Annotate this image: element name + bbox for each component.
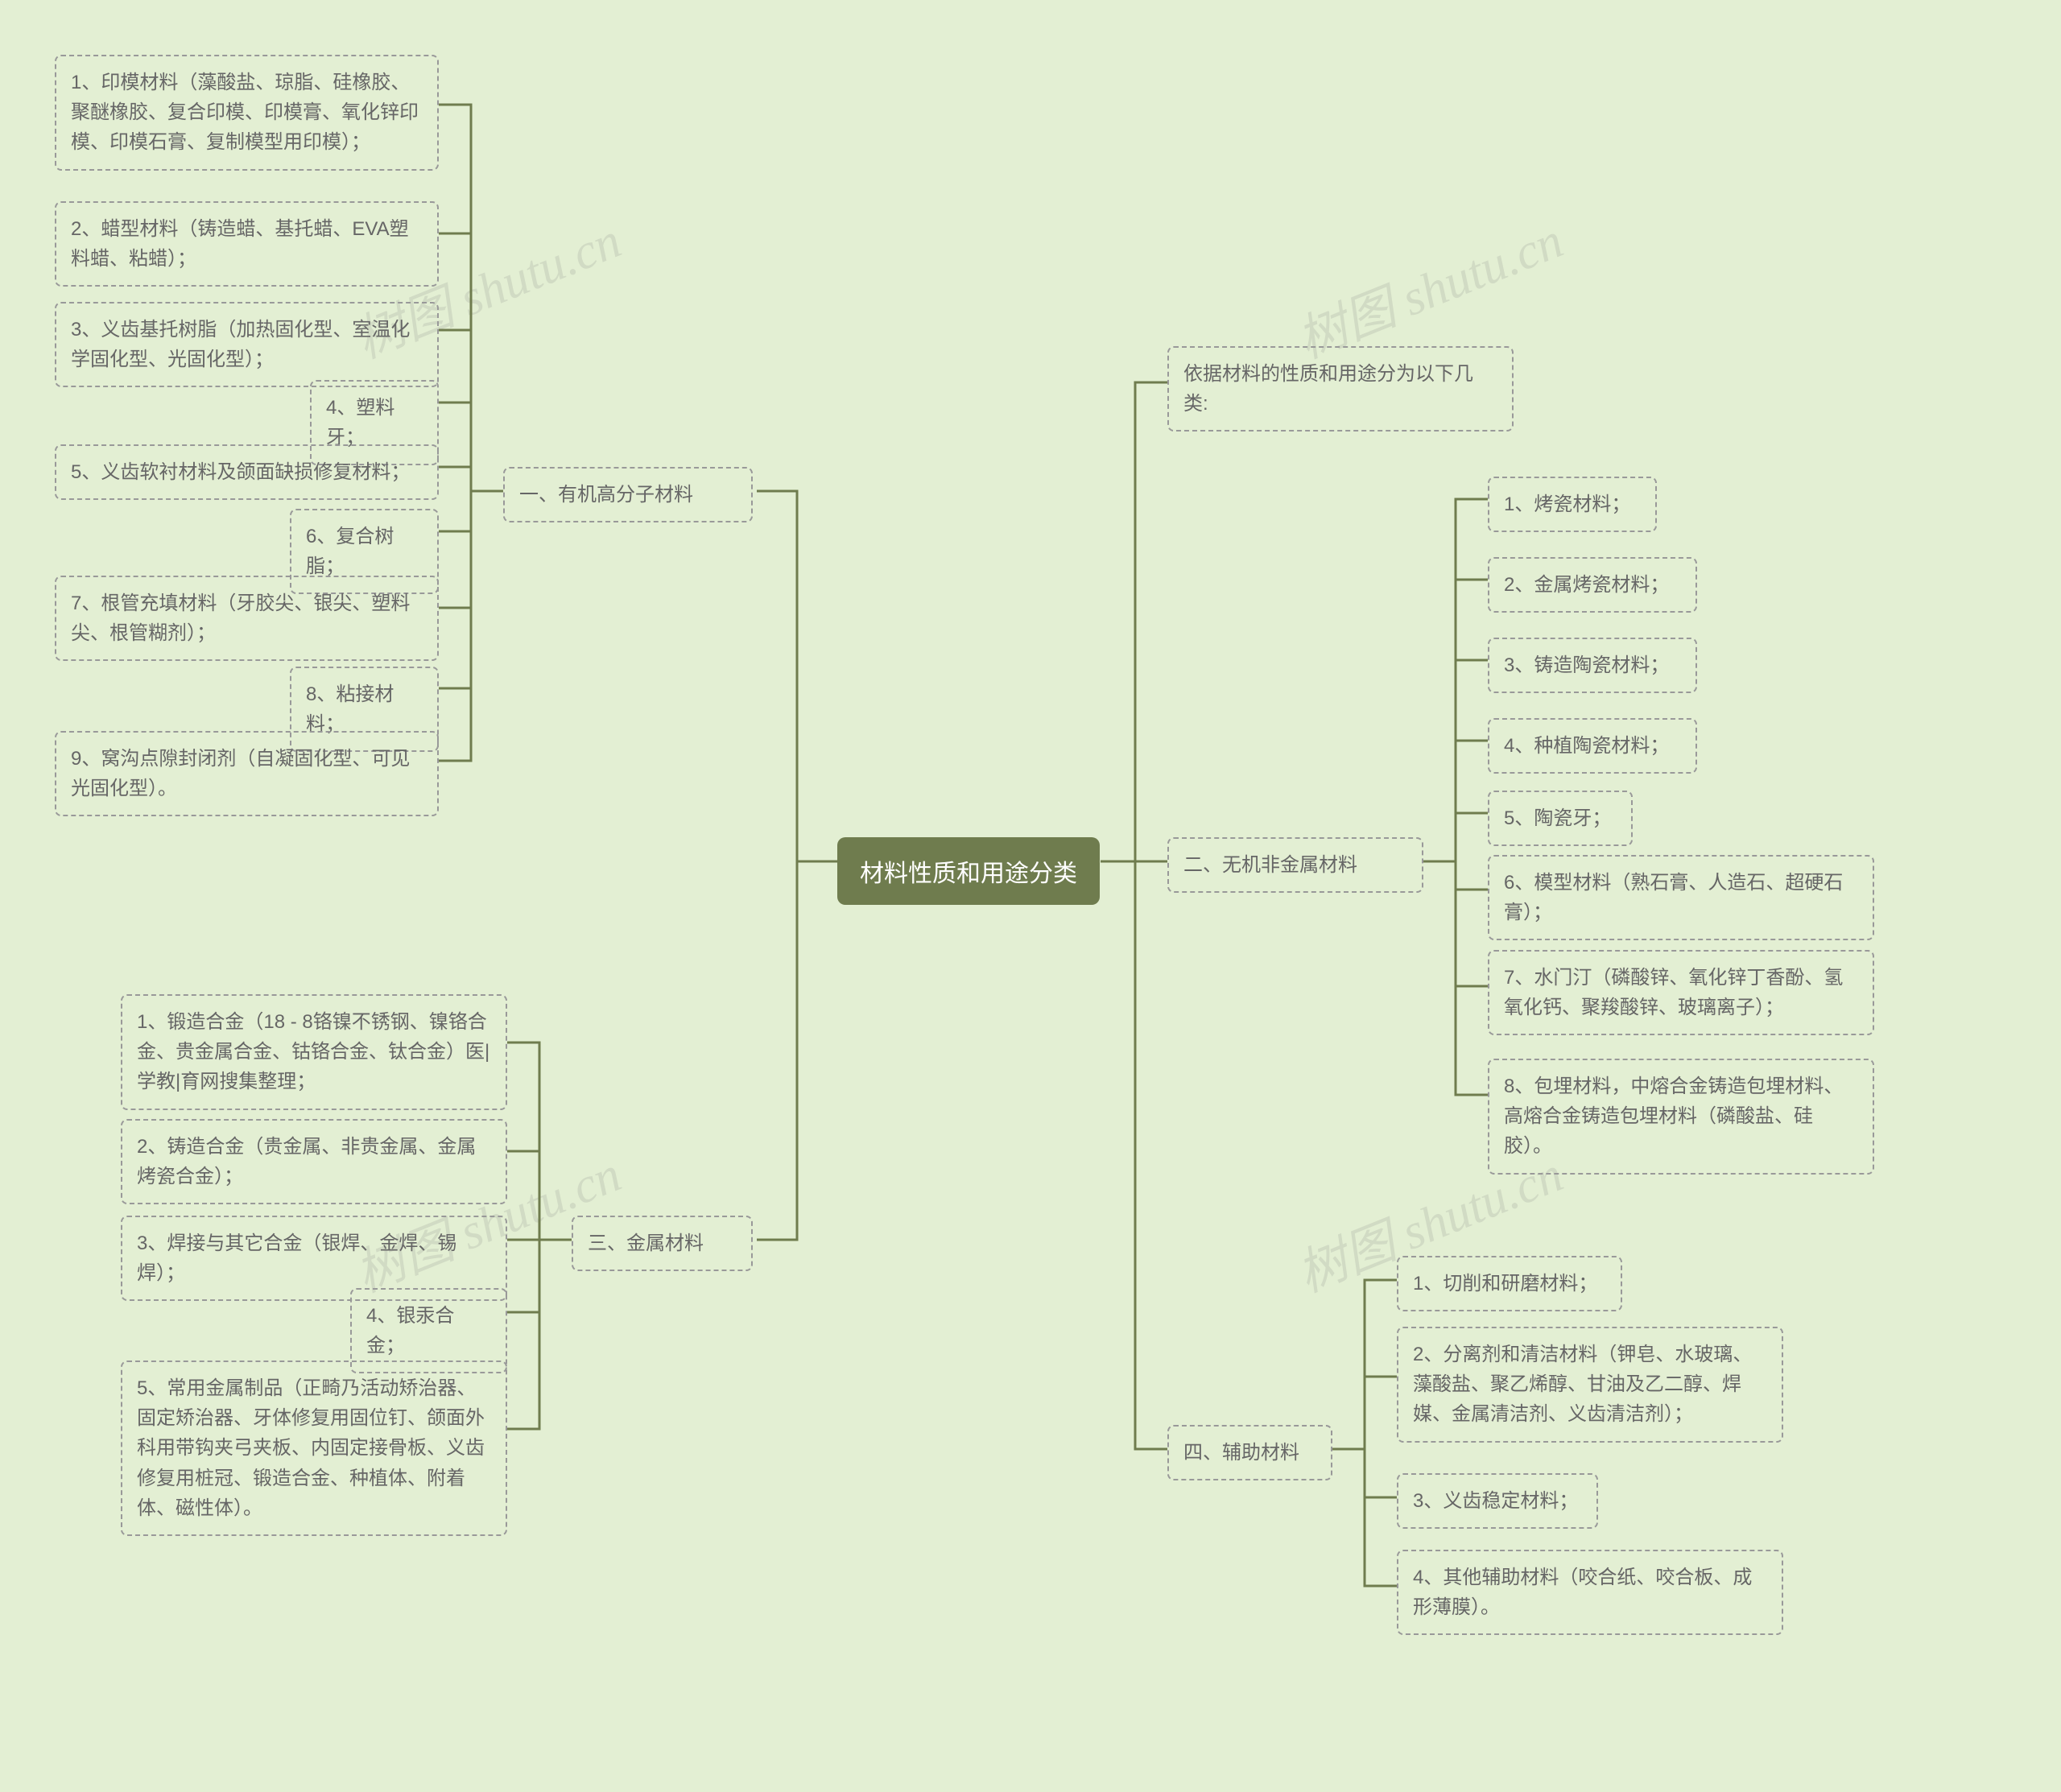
- b1-item-3: 3、义齿基托树脂（加热固化型、室温化学固化型、光固化型）；: [55, 302, 439, 387]
- b3-item-2: 2、铸造合金（贵金属、非贵金属、金属烤瓷合金）；: [121, 1119, 507, 1204]
- b1-item-5: 5、义齿软衬材料及颌面缺损修复材料；: [55, 444, 439, 500]
- b3-item-1: 1、锻造合金（18 - 8铬镍不锈钢、镍铬合金、贵金属合金、钴铬合金、钛合金）医…: [121, 994, 507, 1110]
- branch-4: 四、辅助材料: [1167, 1425, 1332, 1480]
- b2-item-7: 7、水门汀（磷酸锌、氧化锌丁香酚、氢氧化钙、聚羧酸锌、玻璃离子）；: [1488, 950, 1874, 1035]
- b4-item-2: 2、分离剂和清洁材料（钾皂、水玻璃、藻酸盐、聚乙烯醇、甘油及乙二醇、焊媒、金属清…: [1397, 1327, 1783, 1443]
- branch-1: 一、有机高分子材料: [503, 467, 753, 522]
- b2-item-3: 3、铸造陶瓷材料；: [1488, 638, 1697, 693]
- b1-item-1: 1、印模材料（藻酸盐、琼脂、硅橡胶、聚醚橡胶、复合印模、印模膏、氧化锌印模、印模…: [55, 55, 439, 171]
- b2-item-5: 5、陶瓷牙；: [1488, 791, 1633, 846]
- b2-item-4: 4、种植陶瓷材料；: [1488, 718, 1697, 774]
- b4-item-3: 3、义齿稳定材料；: [1397, 1473, 1598, 1529]
- b1-item-7: 7、根管充填材料（牙胶尖、银尖、塑料尖、根管糊剂）；: [55, 576, 439, 661]
- b2-item-1: 1、烤瓷材料；: [1488, 477, 1657, 532]
- b2-item-6: 6、模型材料（熟石膏、人造石、超硬石膏）；: [1488, 855, 1874, 940]
- root-node: 材料性质和用途分类: [837, 837, 1100, 905]
- b2-item-2: 2、金属烤瓷材料；: [1488, 557, 1697, 613]
- intro-node: 依据材料的性质和用途分为以下几类:: [1167, 346, 1514, 431]
- b1-item-2: 2、蜡型材料（铸造蜡、基托蜡、EVA塑料蜡、粘蜡）；: [55, 201, 439, 287]
- b4-item-1: 1、切削和研磨材料；: [1397, 1256, 1622, 1311]
- branch-2: 二、无机非金属材料: [1167, 837, 1423, 893]
- branch-3: 三、金属材料: [572, 1216, 753, 1271]
- b2-item-8: 8、包埋材料，中熔合金铸造包埋材料、高熔合金铸造包埋材料（磷酸盐、硅胶）。: [1488, 1059, 1874, 1175]
- b1-item-9: 9、窝沟点隙封闭剂（自凝固化型、可见光固化型）。: [55, 731, 439, 816]
- b4-item-4: 4、其他辅助材料（咬合纸、咬合板、成形薄膜）。: [1397, 1550, 1783, 1635]
- b3-item-5: 5、常用金属制品（正畸乃活动矫治器、固定矫治器、牙体修复用固位钉、颌面外科用带钩…: [121, 1361, 507, 1536]
